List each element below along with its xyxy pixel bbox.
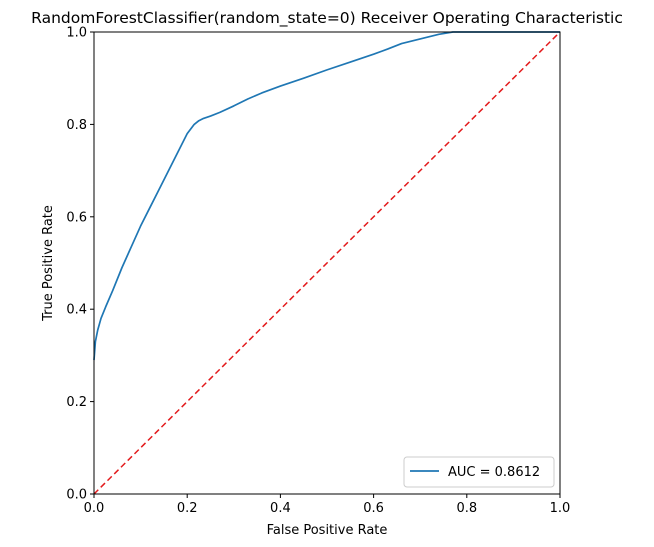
x-tick-label: 0.6 bbox=[363, 501, 384, 516]
y-tick-label: 0.6 bbox=[66, 210, 87, 225]
legend-box bbox=[403, 456, 555, 488]
y-tick-label: 1.0 bbox=[66, 26, 87, 41]
x-tick-label: 0.0 bbox=[84, 501, 105, 516]
plot-frame bbox=[93, 31, 561, 495]
y-tick-label: 0.0 bbox=[66, 488, 87, 503]
x-axis-ticks: 0.0 0.2 0.4 0.6 0.8 1.0 bbox=[84, 494, 571, 516]
y-axis-label: True Positive Rate bbox=[41, 205, 56, 322]
legend-entry-auc: AUC = 0.8612 bbox=[448, 465, 540, 480]
x-tick-label: 0.4 bbox=[270, 501, 291, 516]
y-tick-label: 0.4 bbox=[66, 303, 87, 318]
y-axis-ticks: 0.0 0.2 0.4 0.6 0.8 1.0 bbox=[66, 26, 94, 503]
roc-curve-line bbox=[93, 31, 560, 361]
x-tick-label: 0.2 bbox=[177, 501, 198, 516]
legend: AUC = 0.8612 bbox=[403, 456, 555, 488]
x-tick-label: 0.8 bbox=[456, 501, 477, 516]
x-axis-label: False Positive Rate bbox=[267, 523, 388, 538]
x-tick-label: 1.0 bbox=[550, 501, 571, 516]
y-tick-label: 0.2 bbox=[66, 395, 87, 410]
chart-title: RandomForestClassifier(random_state=0) R… bbox=[31, 9, 623, 28]
chance-diagonal-line bbox=[93, 31, 561, 495]
y-tick-label: 0.8 bbox=[66, 118, 87, 133]
plot-area bbox=[93, 31, 561, 495]
series-layer bbox=[93, 31, 561, 495]
